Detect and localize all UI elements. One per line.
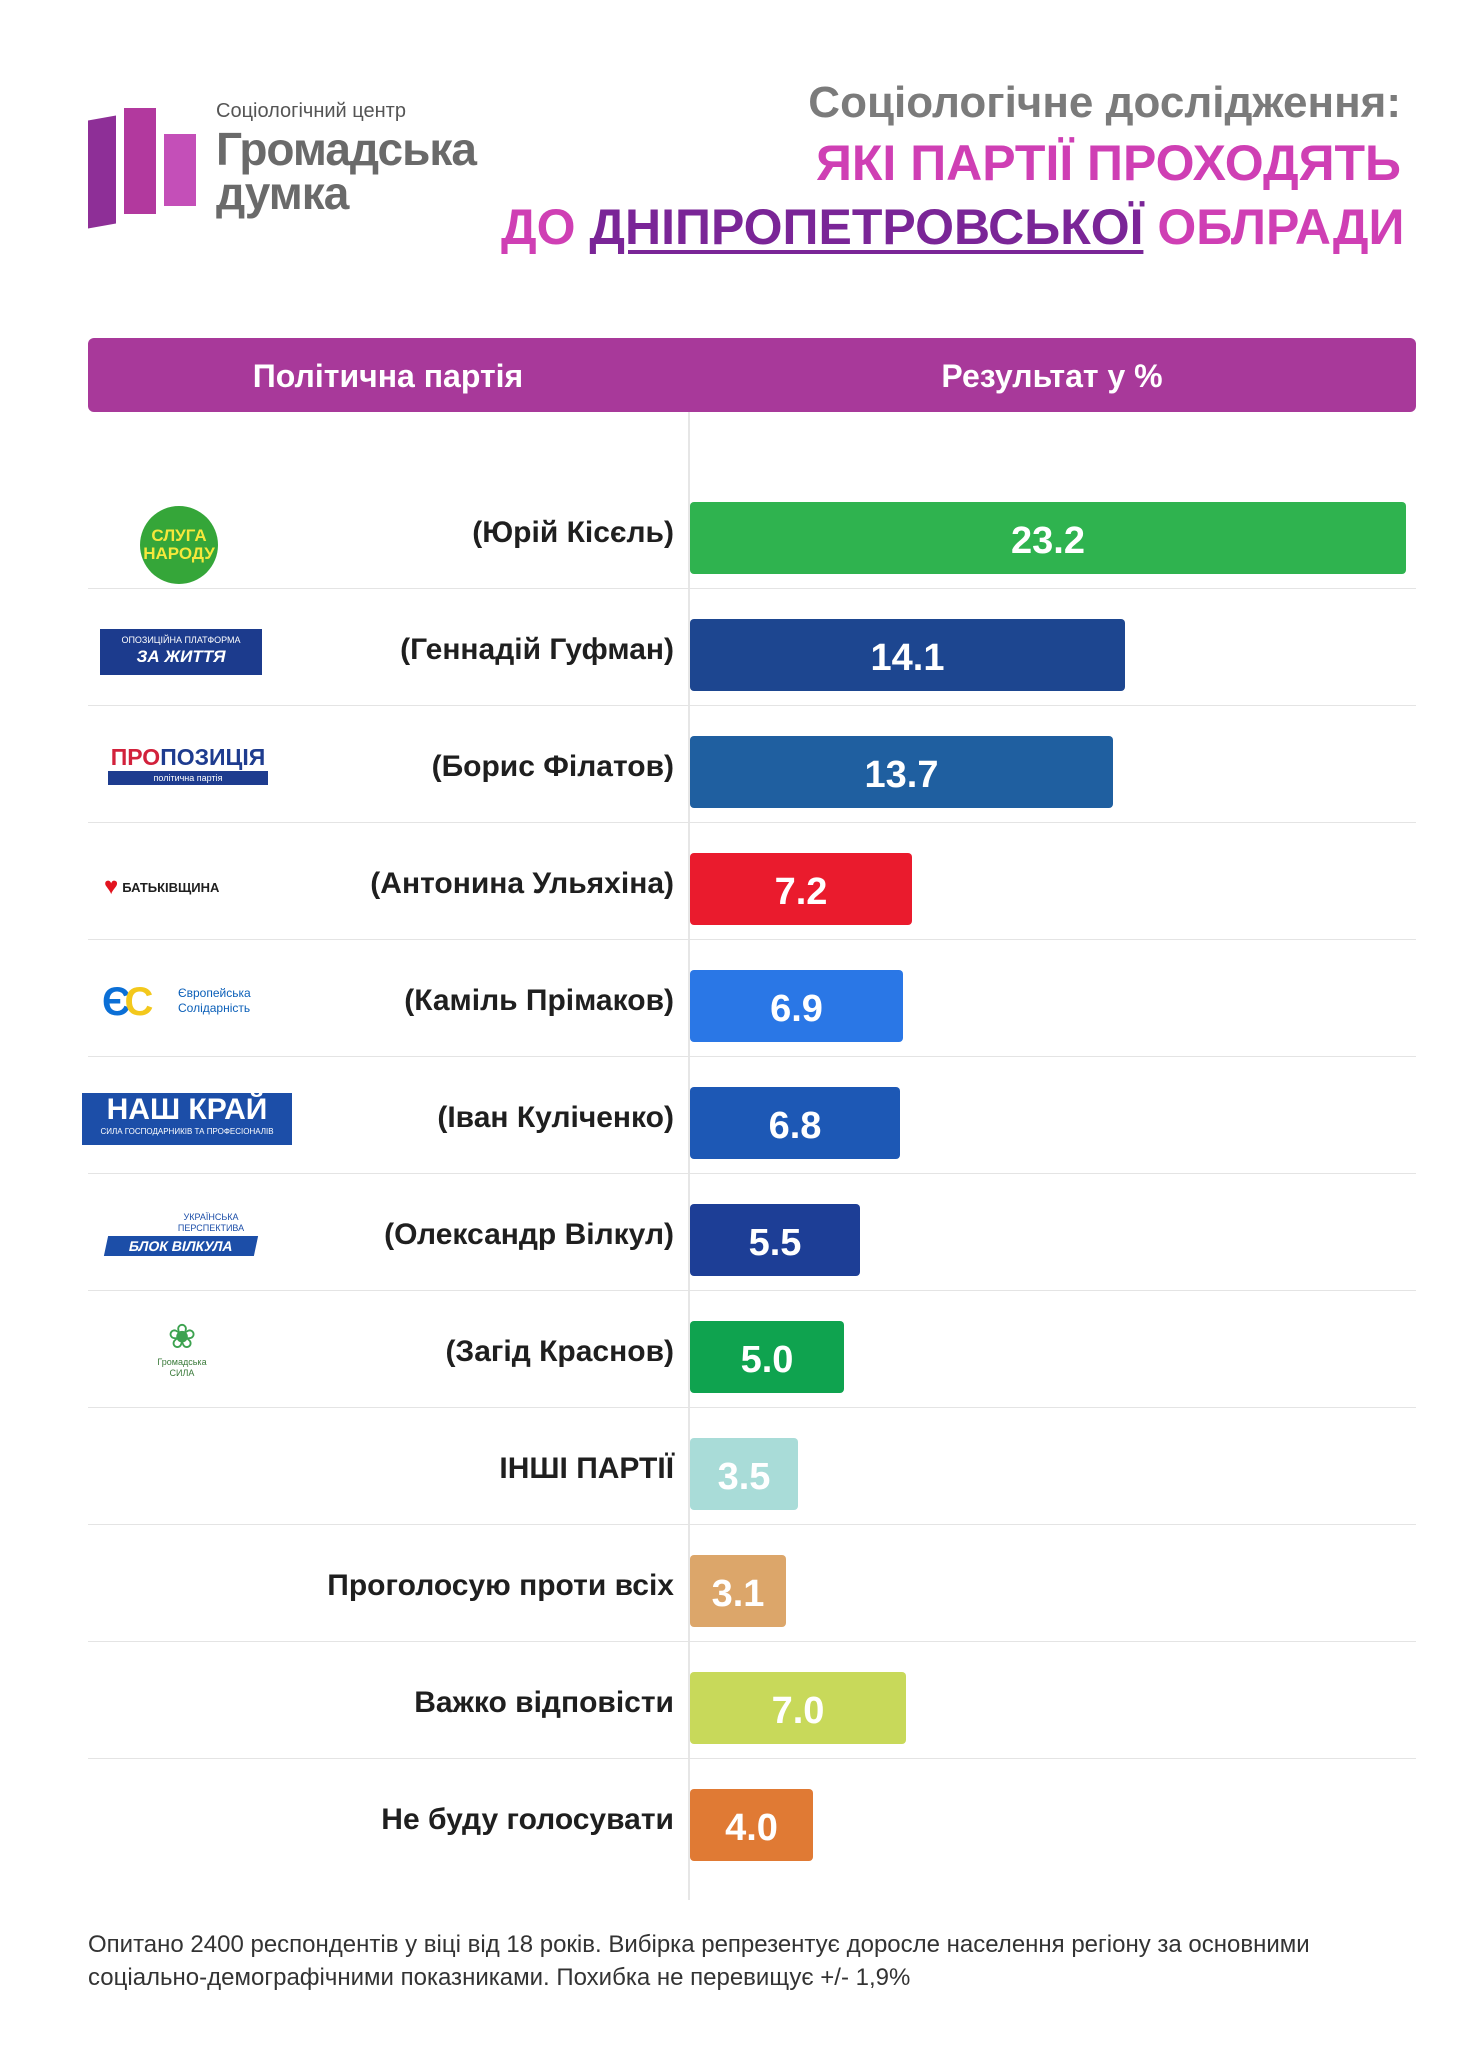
row-label: (Загід Краснов) — [445, 1335, 674, 1368]
row-label: (Юрій Кісєль) — [472, 516, 674, 549]
row-label: (Іван Куліченко) — [437, 1101, 674, 1134]
bar: 3.5 — [690, 1438, 798, 1510]
bar: 14.1 — [690, 619, 1125, 691]
row-divider — [88, 588, 1416, 589]
row-divider — [88, 939, 1416, 940]
table-row: НАШ КРАЙ СИЛА ГОСПОДАРНИКІВ ТА ПРОФЕСІОНА… — [82, 1057, 1416, 1174]
logo-bar-2 — [124, 108, 156, 214]
data-label: 5.5 — [748, 1222, 802, 1264]
row-divider — [88, 1524, 1416, 1525]
row-label: (Антонина Ульяхіна) — [370, 867, 674, 900]
table-row: ОПОЗИЦІЙНА ПЛАТФОРМА ЗА ЖИТТЯ (Геннадій Г… — [88, 589, 1416, 706]
table-row: Не буду голосувати 4.0 — [88, 1759, 1416, 1876]
data-label: 14.1 — [870, 637, 945, 679]
row-divider — [88, 1056, 1416, 1057]
bar: 6.8 — [690, 1087, 900, 1159]
tree-icon: ❀ — [167, 1318, 197, 1356]
logo-caption: Соціологічний центр — [216, 100, 406, 122]
logo-bar-3 — [164, 134, 196, 206]
row-divider — [88, 1407, 1416, 1408]
table-row: СЛУГА НАРОДУ (Юрій Кісєль) 23.2 — [88, 472, 1416, 589]
data-label: 6.8 — [768, 1105, 822, 1147]
bar: 5.5 — [690, 1204, 860, 1276]
sluga-narodu-logo: СЛУГА НАРОДУ — [140, 506, 218, 584]
data-label: 3.1 — [711, 1573, 765, 1615]
data-label: 5.0 — [740, 1339, 794, 1381]
bar: 7.2 — [690, 853, 912, 925]
data-label: 7.2 — [774, 871, 828, 913]
table-row: ПРОПОЗИЦІЯ політична партія (Борис Філато… — [88, 706, 1416, 823]
table-row: ♥ БАТЬКІВЩИНА (Антонина Ульяхіна) 7.2 — [88, 823, 1416, 940]
table-row: Важко відповісти 7.0 — [88, 1642, 1416, 1759]
row-divider — [88, 1641, 1416, 1642]
row-label: Важко відповісти — [414, 1686, 674, 1719]
row-label: (Каміль Прімаков) — [404, 984, 674, 1017]
nash-krai-logo: НАШ КРАЙ СИЛА ГОСПОДАРНИКІВ ТА ПРОФЕСІОНА… — [82, 1093, 292, 1145]
bar: 5.0 — [690, 1321, 844, 1393]
table-header: Політична партія Результат у % — [88, 338, 1416, 412]
row-divider — [88, 1758, 1416, 1759]
table-row: УКРАЇНСЬКА ПЕРСПЕКТИВА БЛОК ВІЛКУЛА (Олек… — [88, 1174, 1416, 1291]
title-line3-region: ДНІПРОПЕТРОВСЬКОЇ — [589, 199, 1144, 255]
title-line3-pre: ДО — [501, 199, 590, 255]
title-line3: ДО ДНІПРОПЕТРОВСЬКОЇ ОБЛРАДИ — [501, 198, 1405, 256]
row-divider — [88, 1173, 1416, 1174]
title-line2: ЯКІ ПАРТІЇ ПРОХОДЯТЬ — [815, 135, 1401, 191]
column-divider — [688, 412, 690, 1900]
table-row: Проголосую проти всіх 3.1 — [88, 1525, 1416, 1642]
es-mark-icon: ЄС — [102, 980, 153, 1024]
title-line3-post: ОБЛРАДИ — [1143, 199, 1405, 255]
row-label: (Олександр Вілкул) — [384, 1218, 674, 1251]
logo-name-line2: думка — [216, 167, 349, 219]
bar: 6.9 — [690, 970, 903, 1042]
yevropeiska-solidarnist-logo: ЄС Європейська Солідарність — [102, 980, 251, 1024]
data-label: 6.9 — [770, 988, 823, 1030]
bar: 13.7 — [690, 736, 1113, 808]
row-label: Не буду голосувати — [381, 1803, 674, 1836]
column-header-result: Результат у % — [941, 358, 1163, 394]
row-divider — [88, 705, 1416, 706]
row-label: ІНШІ ПАРТІЇ — [499, 1452, 674, 1485]
hromadska-syla-logo: ❀ Громадська СИЛА — [150, 1317, 214, 1395]
data-label: 13.7 — [864, 754, 939, 796]
page-title: Соціологічне дослідження: ЯКІ ПАРТІЇ ПРО… — [501, 78, 1405, 256]
column-header-party: Політична партія — [252, 358, 524, 394]
data-label: 4.0 — [725, 1807, 778, 1849]
logo-name-line1: Громадська — [216, 123, 477, 175]
bar: 4.0 — [690, 1789, 813, 1861]
data-label: 7.0 — [771, 1690, 825, 1732]
row-divider — [88, 822, 1416, 823]
logo-bar-1 — [88, 115, 116, 229]
row-label: (Геннадій Гуфман) — [400, 633, 674, 666]
table-row: ЄС Європейська Солідарність (Каміль Пріма… — [88, 940, 1416, 1057]
bar: 7.0 — [690, 1672, 906, 1744]
batkivshchyna-logo: ♥ БАТЬКІВЩИНА — [104, 873, 220, 900]
row-label: Проголосую проти всіх — [327, 1569, 674, 1602]
row-divider — [88, 1290, 1416, 1291]
opzzh-logo: ОПОЗИЦІЙНА ПЛАТФОРМА ЗА ЖИТТЯ — [100, 629, 262, 675]
bar: 3.1 — [690, 1555, 786, 1627]
methodology-footnote: Опитано 2400 респондентів у віці від 18 … — [88, 1931, 1310, 1991]
title-line1: Соціологічне дослідження: — [808, 78, 1401, 127]
row-label: (Борис Філатов) — [431, 750, 674, 783]
propozytsiya-logo: ПРОПОЗИЦІЯ політична партія — [108, 744, 268, 792]
table-row: ❀ Громадська СИЛА (Загід Краснов) 5.0 — [88, 1291, 1416, 1408]
data-label: 23.2 — [1011, 520, 1085, 562]
gromadska-dumka-logo: Соціологічний центр Громадська думка — [88, 100, 477, 240]
blok-vilkula-logo: УКРАЇНСЬКА ПЕРСПЕКТИВА БЛОК ВІЛКУЛА — [103, 1212, 259, 1266]
data-label: 3.5 — [717, 1456, 771, 1498]
table-row: ІНШІ ПАРТІЇ 3.5 — [88, 1408, 1416, 1525]
heart-icon: ♥ — [104, 873, 119, 900]
bar: 23.2 — [690, 502, 1406, 574]
